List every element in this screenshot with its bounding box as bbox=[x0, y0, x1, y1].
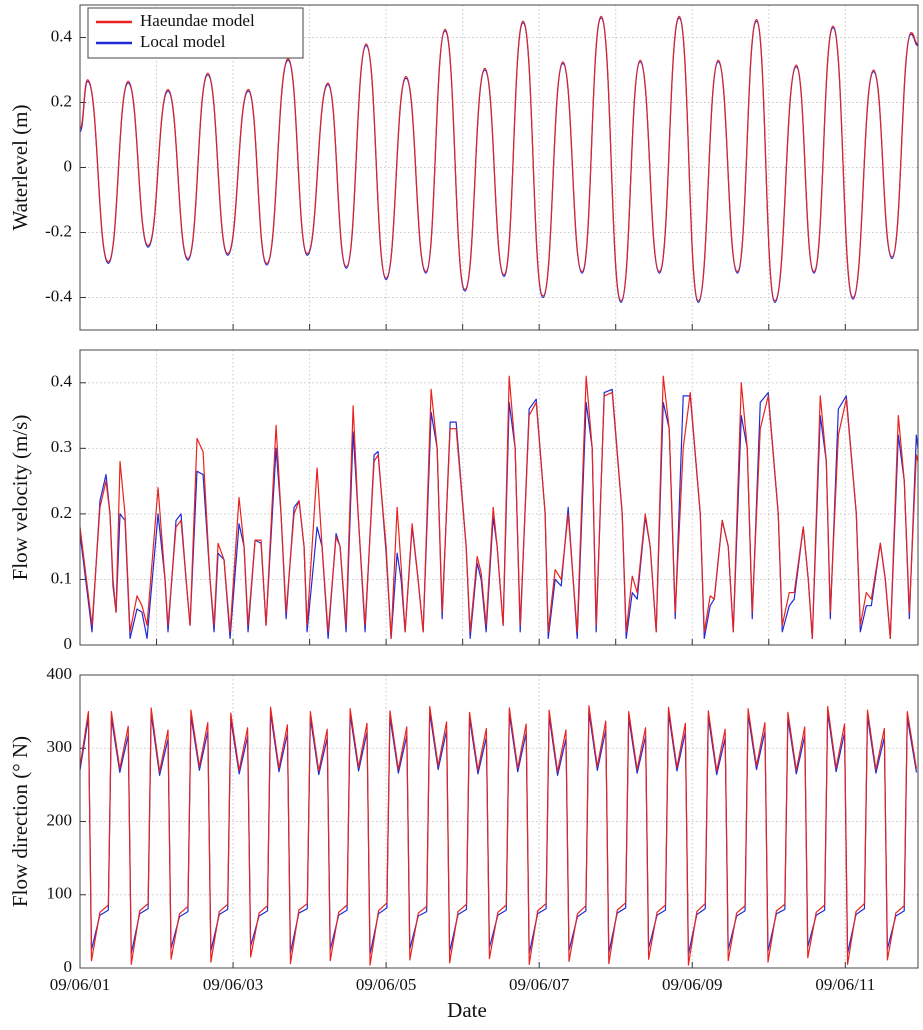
x-axis-label: Date bbox=[447, 998, 487, 1022]
plot-frame bbox=[79, 4, 919, 331]
series-line bbox=[79, 375, 919, 640]
y-tick-label: -0.2 bbox=[45, 221, 72, 240]
x-tick-label: 09/06/09 bbox=[662, 975, 722, 994]
x-tick-label: 09/06/05 bbox=[356, 975, 416, 994]
y-tick-label: 0.2 bbox=[51, 503, 72, 522]
y-tick-label: 0 bbox=[64, 634, 73, 653]
y-axis-label: Flow velocity (m/s) bbox=[8, 415, 32, 581]
y-tick-label: 0 bbox=[64, 957, 73, 976]
y-axis-label: Waterlevel (m) bbox=[8, 105, 32, 231]
y-tick-label: 0.4 bbox=[51, 372, 73, 391]
x-tick-label: 09/06/03 bbox=[203, 975, 263, 994]
legend-label: Haeundae model bbox=[140, 11, 255, 30]
series-line bbox=[79, 17, 919, 303]
x-tick-label: 09/06/11 bbox=[815, 975, 875, 994]
legend: Haeundae model Local model bbox=[87, 7, 304, 59]
y-tick-label: 0.3 bbox=[51, 437, 72, 456]
y-tick-label: 0.1 bbox=[51, 568, 72, 587]
y-tick-label: 0.2 bbox=[51, 91, 72, 110]
y-tick-label: -0.4 bbox=[45, 286, 72, 305]
plot-frame bbox=[79, 349, 919, 646]
y-tick-label: 0 bbox=[64, 156, 73, 175]
series-line bbox=[79, 705, 918, 966]
y-tick-label: 0.4 bbox=[51, 26, 73, 45]
legend-label: Local model bbox=[140, 32, 226, 51]
y-tick-label: 400 bbox=[47, 664, 73, 683]
plot-frame bbox=[79, 674, 919, 969]
x-tick-label: 09/06/01 bbox=[50, 975, 110, 994]
y-tick-label: 300 bbox=[47, 737, 73, 756]
y-tick-label: 100 bbox=[47, 884, 73, 903]
y-tick-label: 200 bbox=[47, 810, 73, 829]
y-axis-label: Flow direction (° N) bbox=[8, 736, 32, 907]
legend-box bbox=[87, 7, 304, 59]
series-line bbox=[79, 15, 919, 302]
x-tick-label: 09/06/07 bbox=[509, 975, 570, 994]
